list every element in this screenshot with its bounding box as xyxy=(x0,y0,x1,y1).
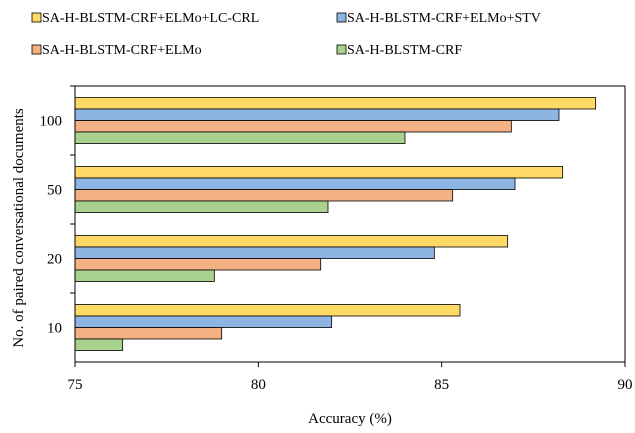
legend-swatch xyxy=(336,44,347,55)
legend-label: SA-H-BLSTM-CRF+ELMo xyxy=(42,43,202,58)
y-axis-label: No. of paired conversational documents xyxy=(11,108,27,348)
bar-sa-h-blstm-crf-elmo-100 xyxy=(74,120,512,133)
y-tick-label: 50 xyxy=(47,183,62,199)
bar-sa-h-blstm-crf-elmo-stv-50 xyxy=(74,177,516,190)
legend-swatch xyxy=(31,12,42,23)
axes: 75 80 85 90 10 20 50 100 xyxy=(40,85,633,393)
bar-sa-h-blstm-crf-elmo-lc-crl-100 xyxy=(74,97,597,110)
bar-sa-h-blstm-crf-elmo-50 xyxy=(74,189,454,202)
bar-sa-h-blstm-crf-elmo-lc-crl-10 xyxy=(74,304,461,317)
bar-sa-h-blstm-crf-elmo-stv-100 xyxy=(74,108,560,121)
bar-sa-h-blstm-crf-20 xyxy=(74,269,215,282)
bar-sa-h-blstm-crf-elmo-lc-crl-50 xyxy=(74,166,564,179)
legend-swatch xyxy=(31,44,42,55)
x-tick-label: 90 xyxy=(618,377,633,393)
bar-sa-h-blstm-crf-elmo-20 xyxy=(74,258,322,271)
legend-label: SA-H-BLSTM-CRF xyxy=(347,43,462,58)
y-tick-label: 100 xyxy=(40,114,63,130)
bar-sa-h-blstm-crf-100 xyxy=(74,131,406,144)
bar-sa-h-blstm-crf-50 xyxy=(74,200,329,213)
bar-sa-h-blstm-crf-10 xyxy=(74,338,124,351)
bars xyxy=(74,97,597,351)
y-tick-label: 20 xyxy=(47,252,62,268)
x-tick-label: 75 xyxy=(68,377,83,393)
bar-sa-h-blstm-crf-elmo-lc-crl-20 xyxy=(74,235,509,248)
legend-label: SA-H-BLSTM-CRF+ELMo+STV xyxy=(347,11,541,26)
x-tick-label: 80 xyxy=(251,377,266,393)
bar-sa-h-blstm-crf-elmo-stv-20 xyxy=(74,246,435,259)
x-axis-label: Accuracy (%) xyxy=(308,411,392,427)
y-tick-label: 10 xyxy=(47,321,62,337)
bar-sa-h-blstm-crf-elmo-stv-10 xyxy=(74,315,333,328)
legend-label: SA-H-BLSTM-CRF+ELMo+LC-CRL xyxy=(42,11,259,26)
bar-sa-h-blstm-crf-elmo-10 xyxy=(74,327,223,340)
x-tick-label: 85 xyxy=(434,377,449,393)
legend: SA-H-BLSTM-CRF+ELMo+LC-CRL SA-H-BLSTM-CRF… xyxy=(31,11,541,58)
legend-swatch xyxy=(336,12,347,23)
